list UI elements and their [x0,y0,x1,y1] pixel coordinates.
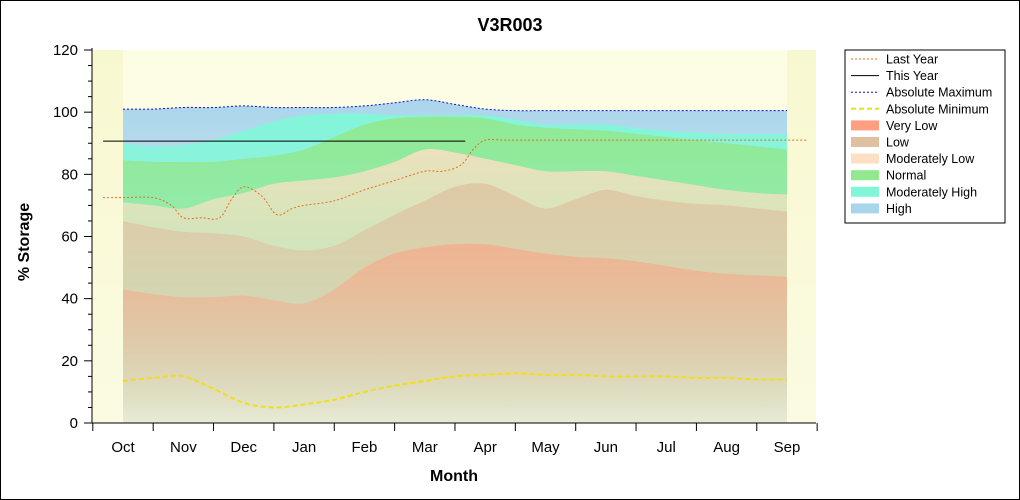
y-tick-label: 20 [61,353,78,370]
legend-label: Moderately High [886,185,977,199]
x-tick-label: Jan [292,439,316,456]
legend-label: Normal [886,169,926,183]
y-tick-label: 80 [61,166,78,183]
x-tick-label: Mar [412,439,438,456]
legend-swatch [851,120,879,131]
x-tick-label: Dec [230,439,257,456]
chart-title: V3R003 [477,15,542,35]
band-very-low [123,243,787,423]
legend-label: High [886,202,912,216]
legend-label: This Year [886,69,938,83]
x-tick-label: Sep [774,439,801,456]
y-tick-label: 0 [70,415,78,432]
x-tick-label: Oct [111,439,135,456]
lines-layer [103,99,807,409]
legend-label: Very Low [886,119,938,133]
axes-layer: 0 20 40 60 80 100 120 Oct Nov Dec Jan Feb Mar Apr May J… [53,42,818,456]
y-axis-label: % Storage [16,203,33,281]
x-tick-label: Feb [352,439,378,456]
x-tick-label: May [531,439,560,456]
y-tick-label: 120 [53,42,78,59]
legend-label: Last Year [886,53,938,67]
legend-swatch [851,153,879,164]
series-absolute-minimum [122,372,788,409]
series-absolute-maximum [122,99,787,112]
x-tick-label: Nov [170,439,197,456]
x-axis-label: Month [430,468,478,485]
x-tick-label: Jun [594,439,618,456]
x-tick-label: Apr [473,439,496,456]
legend: Last Year This Year Absolute Maximum Absolu… [844,49,1006,224]
y-tick-label: 60 [61,229,78,246]
y-tick-label: 100 [53,104,78,121]
legend-swatch [851,203,879,214]
series-last-year [103,138,807,220]
legend-swatch [851,137,879,147]
legend-label: Low [886,136,910,150]
legend-swatch [851,170,879,181]
legend-label: Moderately Low [886,152,975,166]
x-tick-label: Aug [713,439,740,456]
legend-label: Absolute Maximum [886,86,992,100]
legend-label: Absolute Minimum [886,102,989,116]
legend-swatch [851,186,879,197]
x-tick-label: Jul [657,439,676,456]
y-tick-label: 40 [61,291,78,308]
bands-layer [123,99,787,424]
